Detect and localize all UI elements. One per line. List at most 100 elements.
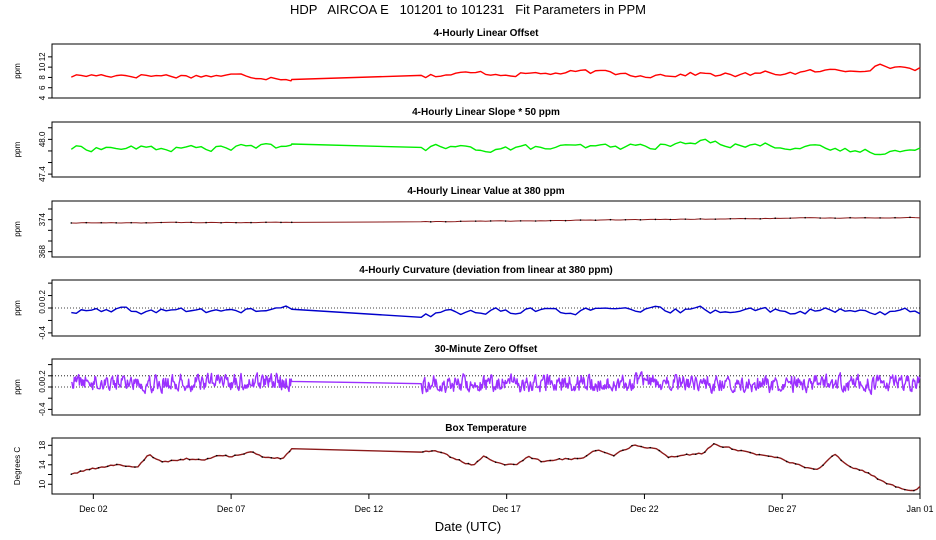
panel-zero: 30-Minute Zero Offset -0.4 0.00.2 ppm xyxy=(13,344,921,416)
data-point xyxy=(804,216,806,219)
data-point xyxy=(885,482,888,485)
data-point xyxy=(79,470,82,472)
data-point xyxy=(243,453,245,455)
data-point xyxy=(215,454,218,457)
panel-title: 30-Minute Zero Offset xyxy=(435,344,538,355)
data-point xyxy=(503,464,506,466)
data-point xyxy=(279,457,282,460)
data-point xyxy=(585,455,588,457)
data-point xyxy=(609,218,612,221)
data-point xyxy=(558,457,561,460)
y-axis-label: Degrees C xyxy=(13,447,22,485)
y-tick-label: 0.2 xyxy=(38,289,47,301)
data-point xyxy=(125,465,127,468)
y-tick-label: 14 xyxy=(38,460,47,469)
data-point xyxy=(703,451,706,453)
data-point xyxy=(179,458,182,461)
data-point xyxy=(449,456,451,459)
data-point xyxy=(684,218,687,220)
data-point xyxy=(534,220,537,222)
panel-slope: 4-Hourly Linear Slope * 50 ppm 47.4 48.0 pp… xyxy=(13,107,921,182)
y-tick-label: 368 xyxy=(38,244,47,258)
data-point xyxy=(879,217,881,219)
data-point xyxy=(658,449,661,452)
data-point xyxy=(867,472,870,474)
data-point xyxy=(225,454,227,457)
data-point xyxy=(654,218,657,221)
y-tick-label: 18 xyxy=(38,440,47,449)
panel-curvature: 4-Hourly Curvature (deviation from linea… xyxy=(13,265,921,340)
data-point xyxy=(265,221,267,224)
x-tick-label: Dec 12 xyxy=(355,504,384,514)
data-point xyxy=(422,451,424,453)
y-tick-label: 12 xyxy=(38,52,47,61)
data-point xyxy=(540,460,542,463)
data-point xyxy=(485,456,488,459)
data-point xyxy=(115,463,118,466)
data-point xyxy=(713,442,715,445)
data-point xyxy=(467,462,470,465)
data-point xyxy=(197,458,200,461)
series-line-slope xyxy=(70,138,921,156)
data-point xyxy=(694,453,697,455)
data-point xyxy=(622,449,624,452)
data-point xyxy=(776,456,779,459)
data-point xyxy=(134,466,136,468)
data-point xyxy=(489,220,492,222)
data-point xyxy=(639,219,642,221)
data-point xyxy=(429,221,432,223)
series-line-value xyxy=(71,216,921,224)
data-point xyxy=(564,219,567,222)
data-point xyxy=(250,221,252,224)
series-line-offset xyxy=(71,63,921,82)
data-point xyxy=(758,453,761,456)
y-axis-label: ppm xyxy=(13,141,22,157)
y-tick-label: 6 xyxy=(38,85,47,90)
data-point xyxy=(894,486,897,488)
data-point xyxy=(444,220,447,223)
data-point xyxy=(549,219,552,222)
panel-title: 4-Hourly Linear Value at 380 ppm xyxy=(407,186,564,197)
data-point xyxy=(280,221,282,224)
series-line-temperature xyxy=(71,443,921,492)
data-point xyxy=(130,221,132,224)
panel-frame xyxy=(51,437,921,495)
x-tick-label: Dec 02 xyxy=(79,504,108,514)
series-points-temperature xyxy=(70,442,915,492)
data-point xyxy=(785,460,788,463)
data-point xyxy=(459,220,462,223)
data-point xyxy=(744,217,747,220)
panel-frame xyxy=(51,43,921,99)
panel-offset: 4-Hourly Linear Offset 4 6 8 1012 ppm xyxy=(13,28,921,100)
data-point xyxy=(161,461,164,463)
data-point xyxy=(531,457,533,460)
series-line-curvature xyxy=(71,305,921,319)
data-point xyxy=(145,221,147,224)
panel-title: Box Temperature xyxy=(445,423,527,434)
data-point xyxy=(840,459,842,462)
data-point xyxy=(519,220,522,222)
data-point xyxy=(749,451,752,454)
data-point xyxy=(70,222,73,224)
data-point xyxy=(494,461,497,463)
data-point xyxy=(205,221,207,224)
y-tick-label: 4 xyxy=(38,95,47,100)
panel-title: 4-Hourly Linear Offset xyxy=(433,28,539,39)
data-point xyxy=(699,218,702,220)
data-point xyxy=(831,455,833,457)
y-tick-label: -0.4 xyxy=(38,402,47,416)
data-point xyxy=(603,451,606,454)
data-point xyxy=(640,445,642,448)
data-point xyxy=(170,459,173,462)
data-point xyxy=(188,458,191,461)
panel-value: 4-Hourly Linear Value at 380 ppm 368 374 pp… xyxy=(13,186,921,258)
data-point xyxy=(474,220,477,222)
data-point xyxy=(549,459,551,462)
y-tick-label: 48.0 xyxy=(38,131,47,147)
y-axis-label: ppm xyxy=(13,300,22,316)
panel-frame xyxy=(51,200,921,258)
x-tick-label: Dec 27 xyxy=(768,504,797,514)
data-point xyxy=(894,216,896,219)
data-point xyxy=(522,459,524,462)
data-point xyxy=(858,469,861,471)
